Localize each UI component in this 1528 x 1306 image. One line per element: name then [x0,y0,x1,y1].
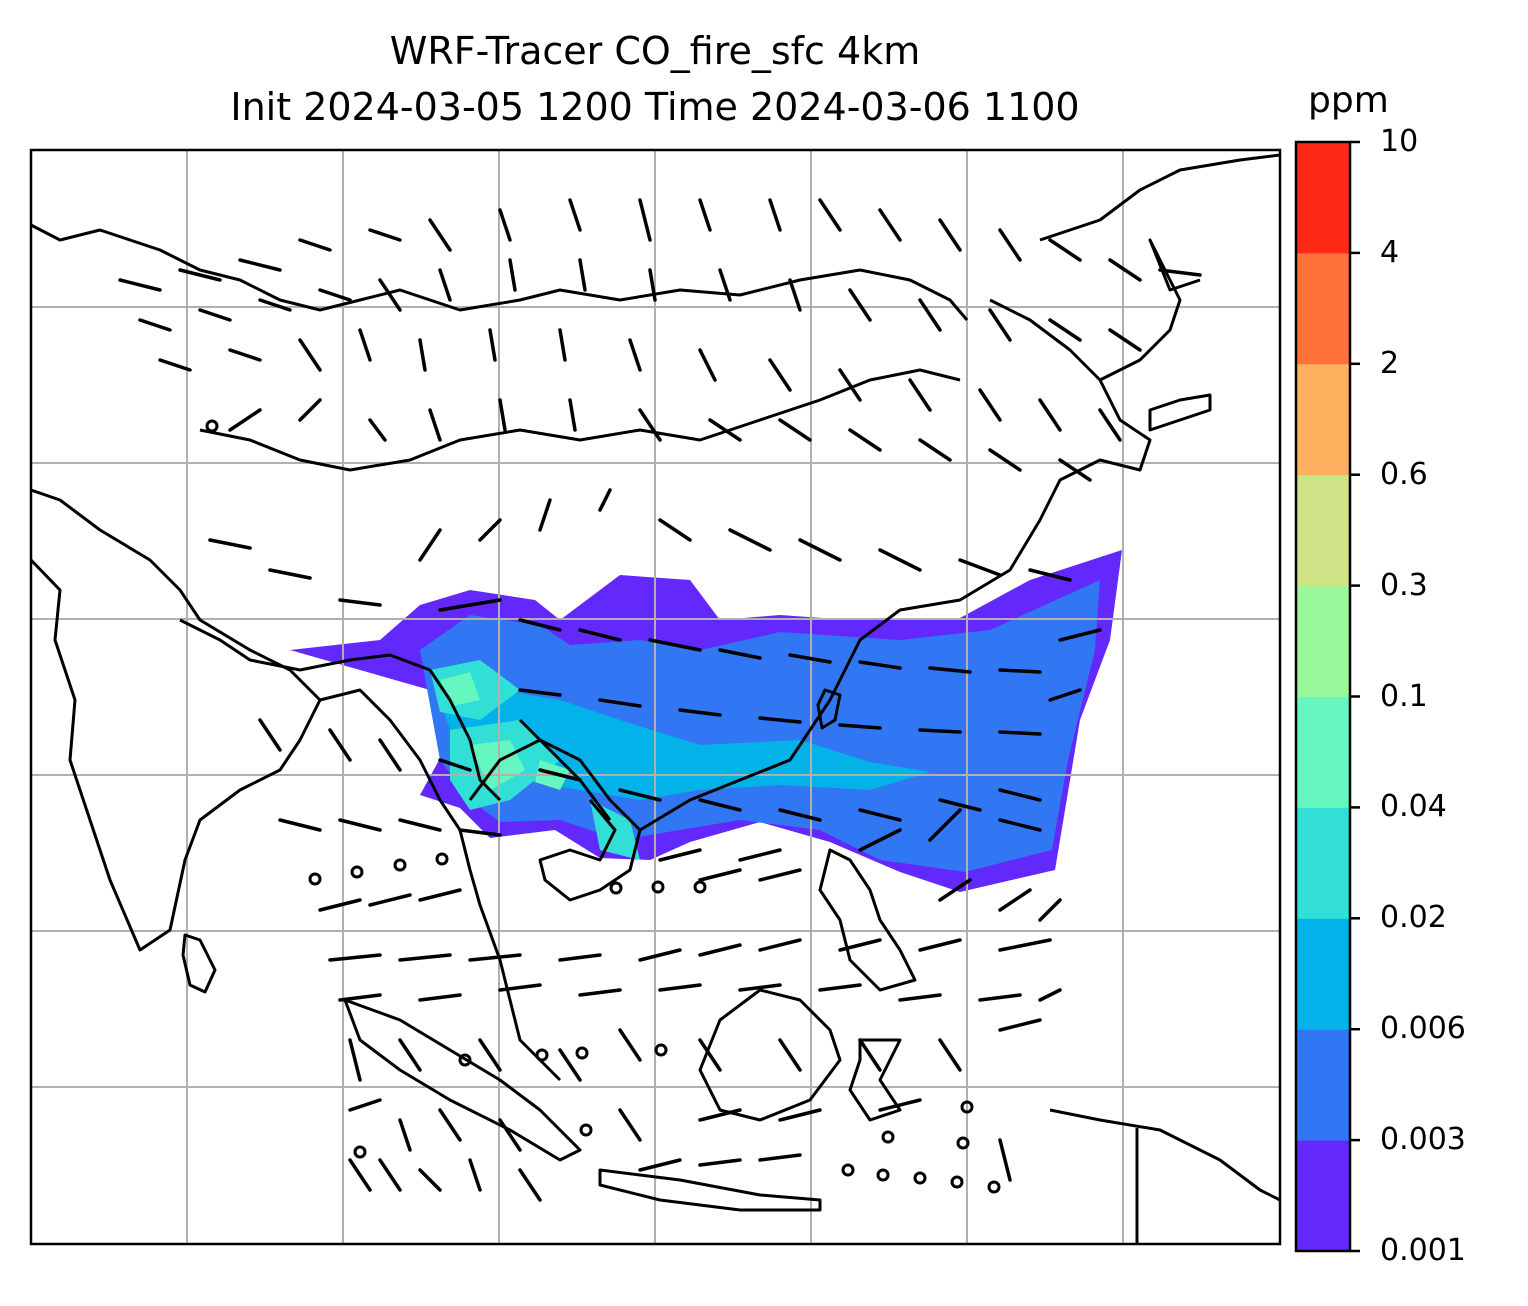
colorbar-segment [1296,918,1350,1030]
wind-barb-row [518,688,1082,736]
coastline-bay-east [319,688,562,1082]
calm-wind-circle [956,1136,970,1150]
colorbar-tick-label: 0.006 [1380,1011,1466,1047]
calm-wind-circle [841,1163,855,1177]
calm-wind-markers [205,419,1001,1194]
border-himalaya [179,618,431,672]
calm-wind-circle [609,881,623,895]
colorbar-tick-label: 0.003 [1380,1122,1466,1158]
border-laos [518,718,612,821]
tracer-plume [290,550,1122,892]
coastline-borneo [698,988,842,1122]
calm-wind-circle [881,1130,895,1144]
colorbar-tick-label: 0.6 [1380,456,1428,492]
plume-level-004 [440,672,570,790]
wind-barb-row [118,198,1202,292]
colorbar-segment [1296,1140,1350,1252]
coastline-sumatra [343,998,582,1162]
calm-wind-circle [393,858,407,872]
coastline-java [598,1168,822,1212]
colorbar-tick-label: 0.04 [1380,789,1447,825]
calm-wind-circle [353,1145,367,1159]
calm-wind-circle [876,1168,890,1182]
colorbar-segment [1296,363,1350,476]
colorbar-segment [1296,585,1350,697]
colorbar-tick-label: 0.02 [1380,900,1447,936]
wind-barb-row [348,1018,1042,1082]
colorbar-segment [1296,142,1350,254]
colorbar-segment [1296,1029,1350,1141]
border-myanmar [428,669,502,802]
coastline-korea [1099,238,1201,382]
wind-barb-row [208,488,1072,607]
calm-wind-circle [575,1046,589,1060]
coastline-india [31,488,322,952]
border-mongolia [199,368,961,472]
colorbar-segment [1296,474,1350,587]
calm-wind-circle [308,872,322,886]
coastline-taiwan [816,688,842,730]
wind-barb-row [318,868,1062,922]
plume-level-002 [430,660,640,860]
colorbar [1294,140,1360,1253]
calm-wind-circle [435,852,449,866]
gridlines [31,150,1280,1244]
map-title-line-2: Init 2024-03-05 1200 Time 2024-03-06 110… [230,85,1080,129]
coastline-indochina [468,738,642,902]
calm-wind-circle [651,880,665,894]
wind-barb-row [338,983,1062,1002]
colorbar-segment [1296,252,1350,365]
coastline-sulawesi [848,1038,902,1122]
calm-wind-circle [987,1180,1001,1194]
colorbar-unit-label: ppm [1308,80,1389,121]
coastline-sri-lanka [181,933,217,994]
wind-barb-row [348,1153,802,1202]
coastline-new-guinea [1049,1108,1280,1202]
wind-barb-row [138,258,1142,352]
calm-wind-circle [458,1053,472,1067]
colorbar-tick-label: 0.3 [1380,567,1428,603]
colorbar-tick-label: 0.001 [1380,1233,1466,1268]
calm-wind-circle [913,1171,927,1185]
wind-barb-row [278,808,1042,862]
wind-barb-row [158,328,1122,442]
calm-wind-circle [350,865,364,879]
coastline-north-border [31,223,969,321]
calm-wind-circle [205,419,219,433]
colorbar-tick-label: 4 [1380,234,1400,270]
colorbar-segment [1296,696,1350,808]
wind-barbs [118,198,1202,1202]
coastlines [31,153,1280,1244]
colorbar-tick-label: 0.1 [1380,678,1428,714]
coastline-philippines [818,848,917,992]
calm-wind-circle [960,1100,974,1114]
calm-wind-circle [579,1123,593,1137]
map-frame [29,148,1282,1246]
calm-wind-circle [654,1043,668,1057]
colorbar-segment [1296,807,1350,919]
wind-barb-row [258,718,1042,822]
colorbar-tick-label: 2 [1380,345,1400,381]
calm-wind-circle [693,880,707,894]
calm-wind-circle [950,1175,964,1189]
calm-wind-circle [535,1048,549,1062]
wind-barb-row [328,938,1052,962]
wind-barb-row [228,398,1092,482]
map-title-line-1: WRF-Tracer CO_fire_sfc 4km [389,29,921,73]
plume-level-0003 [420,580,1100,872]
wind-barb-row [348,1098,1012,1182]
colorbar-tick-label: 10 [1380,124,1419,159]
coastline-japan [1148,393,1212,432]
coastline-russia [1039,153,1280,242]
wind-barb-row [438,598,1102,674]
